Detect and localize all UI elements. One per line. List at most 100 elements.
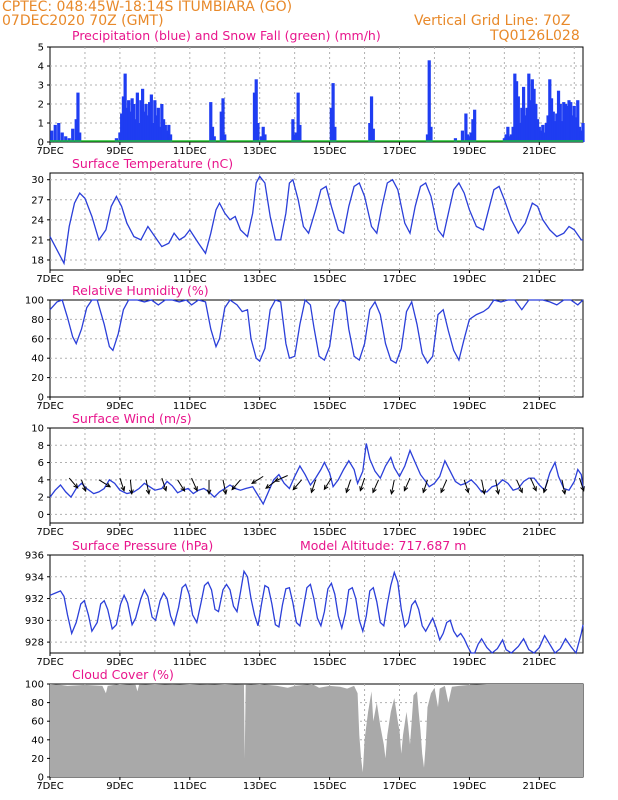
wind-xtick-label: 21DEC xyxy=(522,527,556,538)
wind-arrow-head xyxy=(265,483,271,489)
precip-bar xyxy=(555,113,559,142)
pressure-ytick-label: 928 xyxy=(25,638,44,649)
wind-arrow xyxy=(372,479,379,493)
wind-arrow xyxy=(251,475,264,484)
precip-bar xyxy=(567,100,571,142)
precip-bar xyxy=(429,126,433,142)
wind-arrow xyxy=(68,477,79,489)
precip-bar xyxy=(467,136,472,142)
wind-arrow xyxy=(579,477,585,491)
wind-arrow xyxy=(495,479,499,494)
precip-bar xyxy=(293,136,297,142)
wind-arrow xyxy=(403,477,411,491)
wind-arrow xyxy=(177,479,185,492)
precip-bar xyxy=(539,130,543,142)
wind-arrow xyxy=(543,479,549,493)
wind-arrow-head xyxy=(440,487,445,494)
precip-bar xyxy=(210,126,215,142)
precip-bar xyxy=(469,132,473,142)
humidity-xtick-label: 7DEC xyxy=(36,401,63,412)
wind-arrow-head xyxy=(82,486,87,493)
precip-bar xyxy=(64,136,68,142)
temperature-ytick-label: 18 xyxy=(31,255,44,266)
precip-bar xyxy=(149,94,153,142)
precip-bar xyxy=(141,88,145,142)
temperature-ytick-label: 30 xyxy=(31,175,44,186)
precip-bar xyxy=(532,88,536,142)
humidity-ytick-label: 100 xyxy=(25,296,44,307)
precip-bar xyxy=(118,132,122,142)
precip-bar xyxy=(579,130,583,142)
precip-bar xyxy=(569,102,573,142)
humidity-xtick-label: 17DEC xyxy=(383,401,417,412)
precip-bar xyxy=(294,132,299,142)
cloud-ytick-label: 60 xyxy=(31,717,44,728)
wind-arrow xyxy=(129,479,133,494)
precip-bar xyxy=(123,73,127,142)
temperature-frame xyxy=(49,172,584,271)
precip-bar xyxy=(527,73,531,142)
wind-arrow xyxy=(161,477,167,491)
wind-arrow xyxy=(345,479,352,493)
precip-bar xyxy=(156,107,160,142)
cloud-ytick-label: 80 xyxy=(31,698,44,709)
precip-bar xyxy=(534,104,538,142)
wind-arrow xyxy=(561,479,566,494)
precip-bar xyxy=(570,115,575,142)
temperature-xtick-label: 11DEC xyxy=(173,274,207,285)
precip-bar xyxy=(544,123,548,142)
cloud-xtick-label: 17DEC xyxy=(383,781,417,792)
precip-bar xyxy=(254,79,258,142)
wind-arrow-head xyxy=(403,486,409,492)
cloud-xtick-label: 9DEC xyxy=(106,781,133,792)
wind-arrow-head xyxy=(372,487,377,494)
temperature-ytick-label: 21 xyxy=(31,235,44,246)
wind-arrow-head xyxy=(345,487,350,494)
pressure-xtick-label: 19DEC xyxy=(453,657,487,668)
precip-bar xyxy=(60,132,64,142)
precip-ytick-label: 0 xyxy=(38,138,44,149)
precip-bar xyxy=(137,123,141,142)
wind-arrow xyxy=(310,479,317,493)
temperature-xtick-label: 21DEC xyxy=(522,274,556,285)
wind-arrow-head xyxy=(532,486,537,492)
wind-ytick-label: 2 xyxy=(38,493,44,504)
precip-bar xyxy=(261,126,265,142)
precip-bar xyxy=(144,104,148,142)
precip-bar xyxy=(158,126,162,142)
precip-bar xyxy=(581,123,585,142)
humidity-xtick-label: 11DEC xyxy=(173,401,207,412)
precip-xtick-label: 19DEC xyxy=(453,146,487,157)
wind-arrow xyxy=(323,477,332,490)
cloud-xtick-label: 7DEC xyxy=(36,781,63,792)
wind-arrow xyxy=(231,479,241,490)
precip-bar xyxy=(548,79,552,142)
precip-bar xyxy=(71,128,75,142)
temperature-line xyxy=(49,175,583,266)
humidity-ytick-label: 40 xyxy=(31,354,44,365)
cloud-ytick-label: 40 xyxy=(31,735,44,746)
wind-arrow-head xyxy=(120,486,126,492)
precip-xtick-label: 7DEC xyxy=(36,146,63,157)
wind-arrow xyxy=(516,479,523,493)
precip-bar xyxy=(161,119,166,142)
precip-bar xyxy=(120,113,124,142)
humidity-frame xyxy=(49,299,584,398)
precip-bar xyxy=(541,124,545,142)
precip-bar xyxy=(577,126,582,142)
wind-xtick-label: 11DEC xyxy=(173,527,207,538)
wind-title: Surface Wind (m/s) xyxy=(72,411,192,426)
precip-bar xyxy=(509,134,513,142)
wind-arrow xyxy=(390,479,395,494)
precip-bar xyxy=(128,111,132,142)
wind-ytick-label: 8 xyxy=(38,441,44,452)
precip-bar xyxy=(562,102,566,142)
precip-bar xyxy=(558,104,562,142)
precip-bar xyxy=(551,111,555,142)
precip-bar xyxy=(155,115,159,142)
wind-arrow-head xyxy=(292,485,298,491)
pressure-xtick-label: 21DEC xyxy=(522,657,556,668)
precip-bar xyxy=(502,138,506,142)
precip-bar xyxy=(67,138,71,142)
cloud-xtick-label: 21DEC xyxy=(522,781,556,792)
